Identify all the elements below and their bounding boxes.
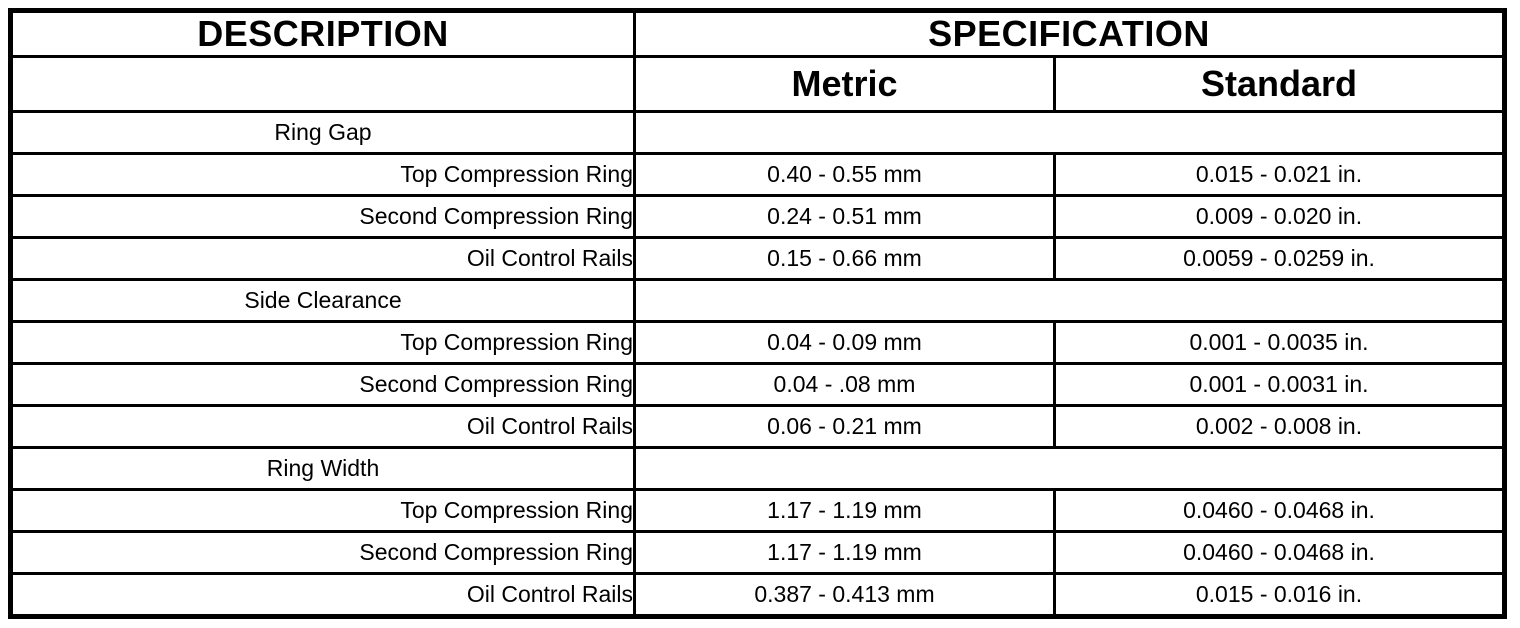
row-label: Oil Control Rails — [9, 404, 636, 449]
metric-value: 0.387 - 0.413 mm — [633, 572, 1056, 618]
table-row: Second Compression Ring 0.24 - 0.51 mm 0… — [9, 194, 1506, 239]
standard-value: 0.0460 - 0.0468 in. — [1053, 488, 1506, 533]
table-row: Oil Control Rails 0.06 - 0.21 mm 0.002 -… — [9, 404, 1506, 449]
table-row: Second Compression Ring 1.17 - 1.19 mm 0… — [9, 530, 1506, 575]
row-label: Oil Control Rails — [9, 236, 636, 281]
metric-value: 0.04 - .08 mm — [633, 362, 1056, 407]
row-label: Top Compression Ring — [9, 152, 636, 197]
row-label: Top Compression Ring — [9, 320, 636, 365]
row-label: Second Compression Ring — [9, 530, 636, 575]
table-row: Oil Control Rails 0.15 - 0.66 mm 0.0059 … — [9, 236, 1506, 281]
header-row-main: DESCRIPTION SPECIFICATION — [9, 9, 1506, 58]
section-label: Ring Width — [9, 446, 636, 491]
table-row: Top Compression Ring 0.40 - 0.55 mm 0.01… — [9, 152, 1506, 197]
header-row-units: Metric Standard — [9, 55, 1506, 113]
section-spec-empty-cell — [633, 110, 1506, 155]
metric-value: 0.04 - 0.09 mm — [633, 320, 1056, 365]
metric-value: 0.24 - 0.51 mm — [633, 194, 1056, 239]
section-spec-empty-cell — [633, 446, 1506, 491]
section-row-ring-width: Ring Width — [9, 446, 1506, 491]
column-header-description: DESCRIPTION — [9, 9, 636, 58]
metric-value: 0.40 - 0.55 mm — [633, 152, 1056, 197]
metric-value: 1.17 - 1.19 mm — [633, 488, 1056, 533]
table-row: Oil Control Rails 0.387 - 0.413 mm 0.015… — [9, 572, 1506, 618]
piston-ring-spec-table: DESCRIPTION SPECIFICATION Metric Standar… — [8, 8, 1507, 619]
standard-value: 0.001 - 0.0035 in. — [1053, 320, 1506, 365]
table-row: Second Compression Ring 0.04 - .08 mm 0.… — [9, 362, 1506, 407]
section-spec-empty-cell — [633, 278, 1506, 323]
section-label: Side Clearance — [9, 278, 636, 323]
header-description-empty-cell — [9, 55, 636, 113]
standard-value: 0.015 - 0.016 in. — [1053, 572, 1506, 618]
section-label: Ring Gap — [9, 110, 636, 155]
standard-value: 0.0059 - 0.0259 in. — [1053, 236, 1506, 281]
table-row: Top Compression Ring 0.04 - 0.09 mm 0.00… — [9, 320, 1506, 365]
column-header-standard: Standard — [1053, 55, 1506, 113]
metric-value: 0.06 - 0.21 mm — [633, 404, 1056, 449]
standard-value: 0.002 - 0.008 in. — [1053, 404, 1506, 449]
row-label: Second Compression Ring — [9, 194, 636, 239]
column-header-metric: Metric — [633, 55, 1056, 113]
column-header-specification: SPECIFICATION — [633, 9, 1506, 58]
table-row: Top Compression Ring 1.17 - 1.19 mm 0.04… — [9, 488, 1506, 533]
section-row-side-clearance: Side Clearance — [9, 278, 1506, 323]
standard-value: 0.0460 - 0.0468 in. — [1053, 530, 1506, 575]
section-row-ring-gap: Ring Gap — [9, 110, 1506, 155]
metric-value: 1.17 - 1.19 mm — [633, 530, 1056, 575]
standard-value: 0.009 - 0.020 in. — [1053, 194, 1506, 239]
standard-value: 0.001 - 0.0031 in. — [1053, 362, 1506, 407]
row-label: Second Compression Ring — [9, 362, 636, 407]
row-label: Top Compression Ring — [9, 488, 636, 533]
row-label: Oil Control Rails — [9, 572, 636, 618]
metric-value: 0.15 - 0.66 mm — [633, 236, 1056, 281]
standard-value: 0.015 - 0.021 in. — [1053, 152, 1506, 197]
